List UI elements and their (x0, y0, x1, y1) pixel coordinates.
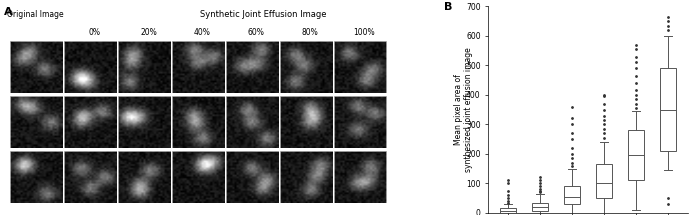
Text: B: B (444, 2, 453, 12)
Text: Patient #3: Patient #3 (3, 159, 10, 195)
PathPatch shape (564, 186, 580, 204)
Text: 100%: 100% (353, 28, 375, 37)
Text: Patient #2: Patient #2 (3, 104, 10, 140)
Text: 60%: 60% (248, 28, 265, 37)
Text: 80%: 80% (302, 28, 319, 37)
Text: 40%: 40% (194, 28, 211, 37)
Text: Synthetic Joint Effusion Image: Synthetic Joint Effusion Image (200, 9, 327, 18)
Text: 20%: 20% (140, 28, 157, 37)
Text: A: A (4, 8, 12, 17)
Text: 0%: 0% (88, 28, 101, 37)
Text: Original Image: Original Image (7, 9, 64, 18)
Text: Patient #1: Patient #1 (3, 48, 10, 85)
PathPatch shape (500, 208, 515, 213)
PathPatch shape (660, 68, 676, 151)
PathPatch shape (531, 203, 548, 211)
Y-axis label: Mean pixel area of
synthesized joint effusion image: Mean pixel area of synthesized joint eff… (453, 47, 473, 172)
PathPatch shape (628, 130, 644, 180)
PathPatch shape (596, 164, 612, 198)
